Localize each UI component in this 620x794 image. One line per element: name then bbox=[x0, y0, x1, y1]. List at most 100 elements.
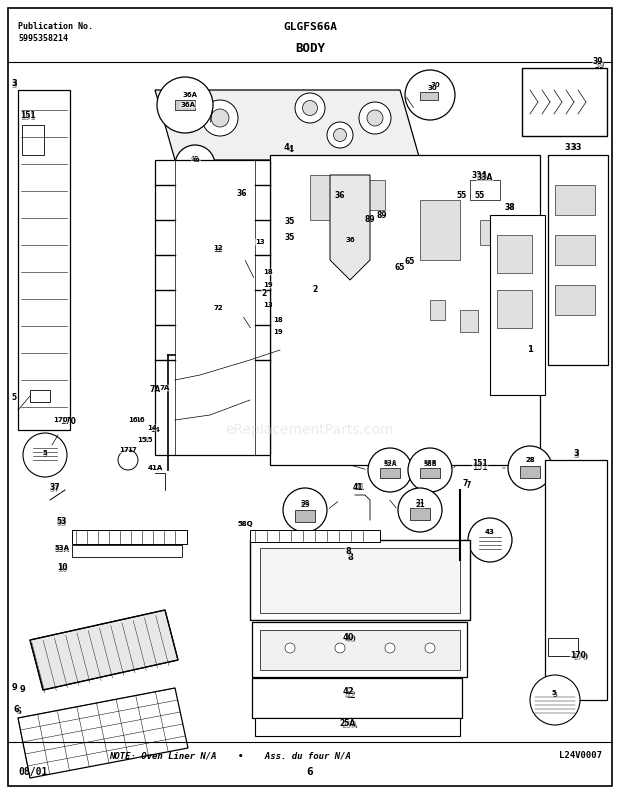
Bar bbox=[250, 540, 470, 620]
Text: 5995358214: 5995358214 bbox=[18, 34, 68, 43]
Text: 7A: 7A bbox=[149, 386, 161, 395]
Polygon shape bbox=[330, 175, 370, 280]
Bar bbox=[548, 155, 608, 365]
Text: 29: 29 bbox=[300, 502, 310, 508]
Text: 151: 151 bbox=[20, 114, 36, 122]
Text: 58Q: 58Q bbox=[237, 521, 253, 527]
Text: 15: 15 bbox=[143, 437, 153, 443]
Bar bbox=[18, 90, 70, 430]
Bar bbox=[460, 310, 478, 332]
Text: 13: 13 bbox=[263, 302, 273, 308]
Text: 19: 19 bbox=[263, 282, 273, 288]
Bar bbox=[497, 290, 532, 328]
Bar bbox=[555, 185, 595, 215]
Text: 33A: 33A bbox=[472, 171, 488, 179]
Text: 151: 151 bbox=[472, 460, 488, 468]
Text: GLGFS66A: GLGFS66A bbox=[283, 22, 337, 32]
Text: 3: 3 bbox=[11, 79, 17, 87]
Bar bbox=[420, 92, 438, 100]
Text: 72: 72 bbox=[213, 305, 223, 311]
Text: 30: 30 bbox=[427, 85, 437, 91]
Bar bbox=[72, 545, 182, 557]
Text: 3: 3 bbox=[11, 80, 17, 90]
Text: 2: 2 bbox=[262, 290, 267, 299]
Circle shape bbox=[508, 446, 552, 490]
Ellipse shape bbox=[209, 318, 227, 326]
Circle shape bbox=[368, 448, 412, 492]
Text: 55: 55 bbox=[457, 191, 467, 199]
Text: 6: 6 bbox=[13, 706, 19, 715]
Bar bbox=[30, 390, 50, 402]
Text: 33A: 33A bbox=[477, 174, 493, 183]
Circle shape bbox=[408, 448, 452, 492]
Text: 151: 151 bbox=[20, 111, 36, 121]
Text: 170: 170 bbox=[570, 652, 586, 661]
Text: 170: 170 bbox=[572, 653, 588, 662]
Text: 3: 3 bbox=[573, 450, 579, 460]
Text: 16: 16 bbox=[135, 417, 145, 423]
Text: 40: 40 bbox=[342, 634, 354, 642]
Text: 39: 39 bbox=[595, 60, 605, 70]
Circle shape bbox=[157, 77, 213, 133]
Circle shape bbox=[405, 70, 455, 120]
Bar bbox=[155, 160, 270, 455]
Circle shape bbox=[398, 488, 442, 532]
Text: 49: 49 bbox=[190, 156, 200, 160]
Text: 89: 89 bbox=[377, 211, 388, 221]
Text: 6: 6 bbox=[307, 767, 313, 777]
Text: 33: 33 bbox=[570, 144, 582, 152]
Text: 18: 18 bbox=[273, 317, 283, 323]
Text: 43: 43 bbox=[485, 529, 495, 535]
Circle shape bbox=[468, 518, 512, 562]
Bar bbox=[430, 300, 445, 320]
Bar bbox=[380, 468, 400, 478]
Text: 8: 8 bbox=[345, 548, 351, 557]
Bar bbox=[260, 548, 460, 613]
Text: 10: 10 bbox=[57, 564, 67, 572]
Text: 28: 28 bbox=[525, 457, 535, 463]
Text: eReplacementParts.com: eReplacementParts.com bbox=[226, 423, 394, 437]
Circle shape bbox=[211, 109, 229, 127]
Text: 65: 65 bbox=[405, 257, 415, 267]
Circle shape bbox=[192, 232, 244, 284]
Text: 65: 65 bbox=[395, 264, 405, 272]
Text: 3: 3 bbox=[573, 449, 579, 457]
Text: 21: 21 bbox=[415, 499, 425, 505]
Text: 53A: 53A bbox=[55, 547, 69, 553]
Text: 170: 170 bbox=[53, 417, 68, 423]
Ellipse shape bbox=[208, 260, 228, 270]
Text: 36: 36 bbox=[237, 188, 247, 198]
Circle shape bbox=[295, 93, 325, 123]
Text: 53A: 53A bbox=[55, 545, 69, 551]
Text: 18: 18 bbox=[263, 269, 273, 275]
Bar bbox=[548, 638, 578, 656]
Text: 28: 28 bbox=[525, 457, 535, 463]
Circle shape bbox=[202, 100, 238, 136]
Text: 5: 5 bbox=[43, 450, 47, 456]
Text: 7: 7 bbox=[463, 479, 467, 488]
Text: 89: 89 bbox=[365, 215, 375, 225]
Text: 25A: 25A bbox=[342, 722, 358, 730]
Text: 7: 7 bbox=[465, 480, 471, 489]
Bar bbox=[420, 200, 460, 260]
Bar bbox=[295, 510, 315, 522]
Bar bbox=[420, 468, 440, 478]
Text: 52A: 52A bbox=[383, 462, 397, 468]
Bar bbox=[72, 530, 187, 544]
Text: 41: 41 bbox=[355, 484, 365, 492]
Text: 52A: 52A bbox=[383, 460, 397, 464]
Text: 53: 53 bbox=[57, 519, 67, 529]
Text: 5: 5 bbox=[552, 690, 556, 696]
Circle shape bbox=[283, 488, 327, 532]
Circle shape bbox=[327, 122, 353, 148]
Bar bbox=[470, 180, 500, 200]
Text: 35: 35 bbox=[285, 233, 295, 242]
Text: 43: 43 bbox=[485, 529, 495, 535]
Text: 12: 12 bbox=[213, 247, 223, 253]
Text: 42: 42 bbox=[344, 691, 356, 700]
Bar bbox=[175, 100, 195, 110]
Text: L24V0007: L24V0007 bbox=[559, 751, 602, 761]
Text: 30: 30 bbox=[430, 82, 440, 88]
Text: 42: 42 bbox=[342, 688, 354, 696]
Circle shape bbox=[367, 110, 383, 126]
